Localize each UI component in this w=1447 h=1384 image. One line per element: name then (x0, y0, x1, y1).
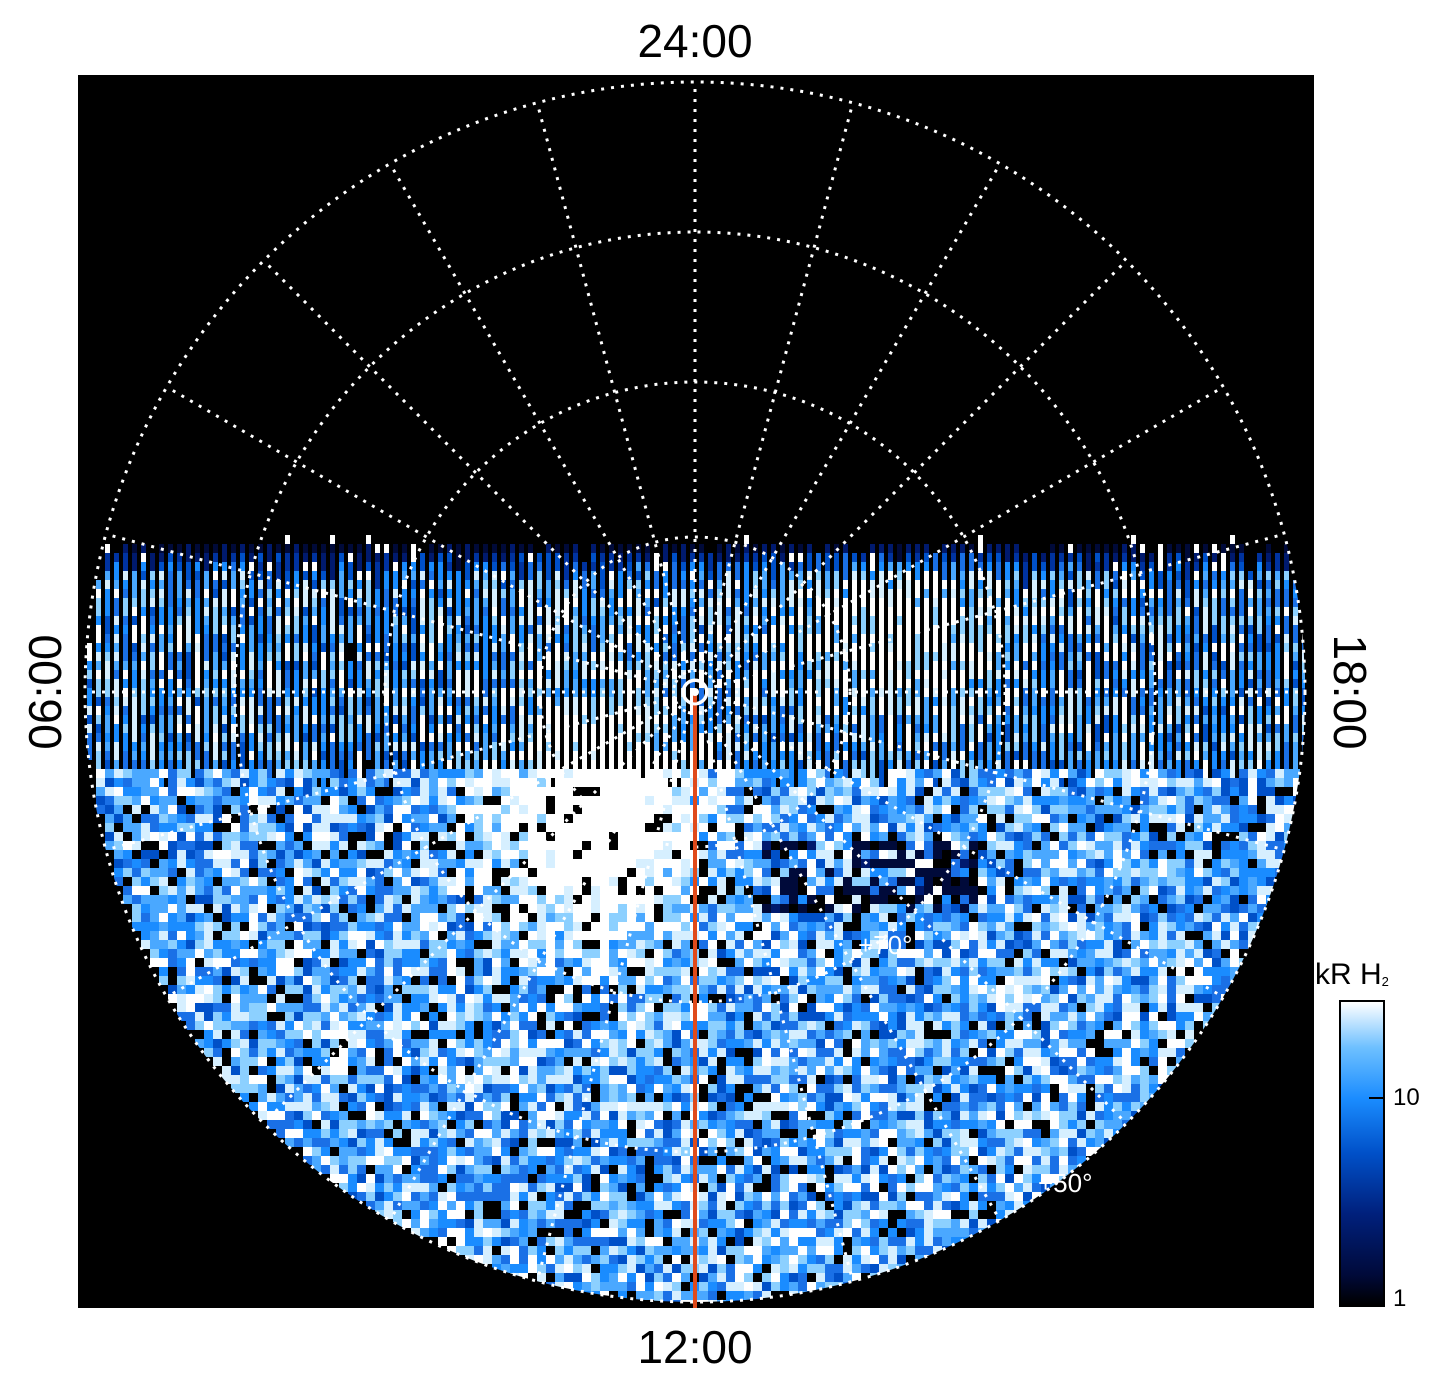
colorbar-tick-mark-10 (1369, 1097, 1383, 1099)
latitude-label-outer: +50° (1038, 1168, 1093, 1198)
colorbar-title-subscript: 2 (1381, 974, 1389, 989)
latitude-label-inner: +70° (858, 930, 913, 960)
colorbar-tick-1: 1 (1393, 1285, 1407, 1312)
local-time-label-top: 24:00 (637, 15, 753, 67)
polar-projection-canvas (83, 80, 1307, 1308)
local-time-label-bottom: 12:00 (637, 1321, 753, 1373)
colorbar-title: kR H2 (1315, 958, 1389, 992)
colorbar-title-text: kR H (1315, 958, 1382, 991)
emission-intensity-map (87, 535, 1305, 1302)
pole-center-dot (691, 688, 699, 696)
polar-projection-image: +70° +50° (78, 75, 1314, 1308)
colorbar-tick-10: 10 (1393, 1084, 1420, 1111)
colorbar (1339, 1000, 1385, 1307)
local-time-label-left: 06:00 (19, 634, 71, 750)
pole-marker (681, 678, 709, 706)
local-time-label-right: 18:00 (1324, 634, 1376, 750)
